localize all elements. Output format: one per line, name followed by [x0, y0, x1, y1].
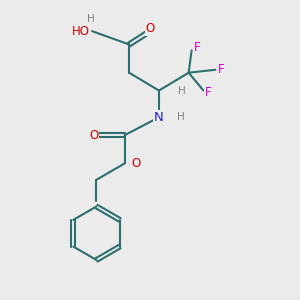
- Text: N: N: [154, 111, 164, 124]
- Text: O: O: [131, 157, 141, 170]
- Text: F: F: [205, 86, 211, 99]
- Text: F: F: [194, 41, 201, 54]
- Text: O: O: [146, 22, 154, 35]
- Text: H: H: [178, 85, 186, 96]
- Text: O: O: [89, 129, 99, 142]
- Text: H: H: [87, 14, 94, 24]
- Text: F: F: [218, 63, 225, 76]
- Text: H: H: [177, 112, 185, 122]
- Text: HO: HO: [72, 25, 90, 38]
